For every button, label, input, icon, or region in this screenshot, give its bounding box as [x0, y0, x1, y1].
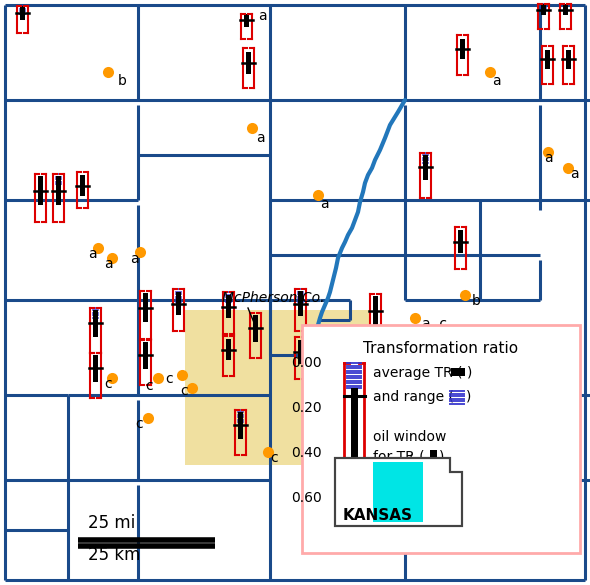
Text: KANSAS: KANSAS [343, 508, 413, 523]
Text: a: a [104, 257, 113, 271]
Bar [562, 4, 568, 15]
Text: c: c [180, 384, 188, 398]
Text: 1986): 1986) [373, 488, 414, 502]
Text: a: a [258, 9, 267, 23]
Text: a: a [544, 151, 552, 165]
Text: average TR (: average TR ( [373, 366, 463, 380]
Bar [460, 39, 464, 59]
Bar [244, 14, 248, 26]
Bar [302, 325, 580, 553]
Text: a: a [256, 131, 265, 145]
Bar [372, 297, 378, 325]
Bar [225, 295, 231, 318]
Text: 25 km: 25 km [88, 546, 140, 564]
Text: c: c [345, 401, 353, 415]
Bar [297, 340, 303, 364]
Text: and range (: and range ( [373, 390, 454, 404]
Bar [422, 155, 428, 180]
Text: a, c: a, c [422, 317, 447, 331]
Bar [175, 292, 181, 315]
Text: b: b [118, 74, 127, 88]
Bar [297, 291, 303, 316]
Bar [245, 52, 251, 74]
Bar [93, 355, 97, 382]
Text: oil window: oil window [373, 430, 447, 444]
Bar [540, 4, 546, 15]
Bar [430, 450, 437, 464]
Text: c: c [135, 417, 143, 431]
Bar [451, 368, 465, 376]
Text: for TR (: for TR ( [373, 450, 425, 464]
Bar [80, 175, 84, 196]
Text: ): ) [467, 366, 473, 380]
Text: c: c [165, 372, 173, 386]
Text: (from Peters,: (from Peters, [373, 470, 463, 484]
Text: b: b [472, 294, 481, 308]
Text: McPherson Co.: McPherson Co. [222, 291, 324, 305]
Bar [38, 177, 42, 205]
Bar [185, 310, 370, 465]
Bar [373, 462, 423, 522]
Text: 0.00: 0.00 [291, 356, 322, 370]
Text: a: a [492, 74, 501, 88]
Text: a: a [130, 252, 139, 266]
Bar [19, 6, 25, 20]
Text: 0.60: 0.60 [291, 491, 322, 505]
Text: d: d [448, 394, 457, 408]
Text: a: a [88, 247, 97, 261]
Text: a: a [570, 167, 579, 181]
Bar [238, 412, 242, 439]
Bar [545, 50, 549, 69]
Text: ): ) [439, 450, 444, 464]
Text: a: a [345, 451, 353, 465]
Text: c: c [145, 379, 153, 393]
Text: 25 mi: 25 mi [88, 514, 135, 532]
Bar [143, 294, 148, 322]
Text: 0.40: 0.40 [291, 446, 322, 460]
Text: Transformation ratio: Transformation ratio [363, 341, 519, 356]
Bar [225, 339, 231, 360]
Polygon shape [335, 458, 462, 526]
Bar [253, 315, 257, 342]
Bar [457, 230, 463, 253]
Text: c: c [270, 451, 278, 465]
Text: c: c [104, 377, 112, 391]
Bar [372, 347, 378, 369]
Text: ): ) [466, 390, 471, 404]
Bar [350, 388, 358, 466]
Bar [93, 309, 97, 337]
Bar [55, 177, 61, 205]
Text: a: a [320, 197, 329, 211]
Text: 0.20: 0.20 [291, 401, 322, 415]
Bar [143, 342, 148, 369]
Bar [565, 50, 571, 69]
